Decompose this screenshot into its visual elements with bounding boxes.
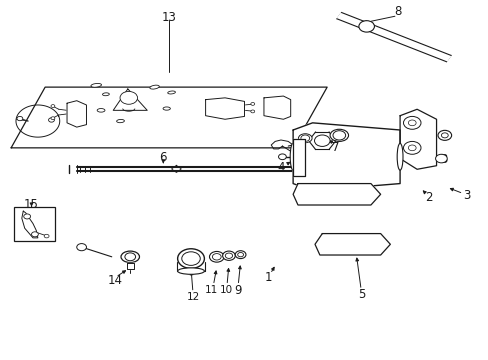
Circle shape <box>403 141 420 154</box>
Text: 3: 3 <box>439 153 447 166</box>
Text: 5: 5 <box>358 288 365 301</box>
Ellipse shape <box>102 93 109 96</box>
Polygon shape <box>362 18 369 34</box>
Ellipse shape <box>121 251 139 262</box>
Polygon shape <box>126 263 133 269</box>
Ellipse shape <box>182 252 200 265</box>
Ellipse shape <box>167 91 175 94</box>
Circle shape <box>31 232 38 237</box>
Ellipse shape <box>91 84 102 87</box>
Ellipse shape <box>212 253 221 260</box>
Polygon shape <box>292 184 380 205</box>
Circle shape <box>24 214 30 219</box>
Ellipse shape <box>358 21 374 32</box>
Ellipse shape <box>235 251 245 258</box>
Ellipse shape <box>209 251 224 262</box>
Text: 14: 14 <box>107 274 122 287</box>
Circle shape <box>314 135 329 147</box>
Text: 4: 4 <box>277 161 284 174</box>
Polygon shape <box>113 89 147 111</box>
Circle shape <box>77 244 86 251</box>
Circle shape <box>435 154 447 163</box>
Polygon shape <box>264 96 290 119</box>
Polygon shape <box>22 211 38 238</box>
Ellipse shape <box>298 134 311 143</box>
Ellipse shape <box>289 143 295 170</box>
Circle shape <box>403 116 420 129</box>
Circle shape <box>441 133 447 138</box>
Ellipse shape <box>225 253 232 258</box>
Circle shape <box>44 234 49 238</box>
Ellipse shape <box>97 109 105 112</box>
Ellipse shape <box>329 129 348 141</box>
Ellipse shape <box>149 85 159 89</box>
Polygon shape <box>336 13 450 62</box>
Polygon shape <box>67 101 86 127</box>
Ellipse shape <box>124 253 135 261</box>
Ellipse shape <box>177 268 204 274</box>
Text: 10: 10 <box>219 285 232 295</box>
Circle shape <box>120 91 137 104</box>
Text: 12: 12 <box>186 292 200 302</box>
Circle shape <box>437 130 451 140</box>
Circle shape <box>332 131 345 140</box>
Text: 6: 6 <box>159 150 167 164</box>
Polygon shape <box>314 234 389 255</box>
Text: 15: 15 <box>24 198 39 211</box>
Text: 7: 7 <box>331 141 339 154</box>
Circle shape <box>51 117 55 120</box>
Text: 1: 1 <box>264 271 272 284</box>
Polygon shape <box>399 109 436 169</box>
Text: 3: 3 <box>463 189 470 202</box>
Text: 2: 2 <box>425 191 432 204</box>
Polygon shape <box>11 87 326 148</box>
Polygon shape <box>205 98 244 119</box>
Polygon shape <box>292 123 399 191</box>
Circle shape <box>407 120 415 126</box>
Ellipse shape <box>237 252 243 257</box>
Ellipse shape <box>177 249 204 269</box>
Circle shape <box>300 135 309 141</box>
Ellipse shape <box>396 143 402 170</box>
Ellipse shape <box>117 120 124 123</box>
Circle shape <box>250 110 254 113</box>
Text: 9: 9 <box>234 284 242 297</box>
Bar <box>14 207 55 241</box>
Circle shape <box>17 116 23 121</box>
Ellipse shape <box>222 251 235 260</box>
Circle shape <box>278 154 286 159</box>
Text: 13: 13 <box>162 10 176 24</box>
Circle shape <box>51 105 55 108</box>
Circle shape <box>250 103 254 105</box>
Circle shape <box>407 145 415 151</box>
Ellipse shape <box>163 107 170 110</box>
Polygon shape <box>292 139 305 176</box>
Text: 8: 8 <box>393 5 401 18</box>
Text: 11: 11 <box>205 285 218 295</box>
Circle shape <box>48 118 54 122</box>
